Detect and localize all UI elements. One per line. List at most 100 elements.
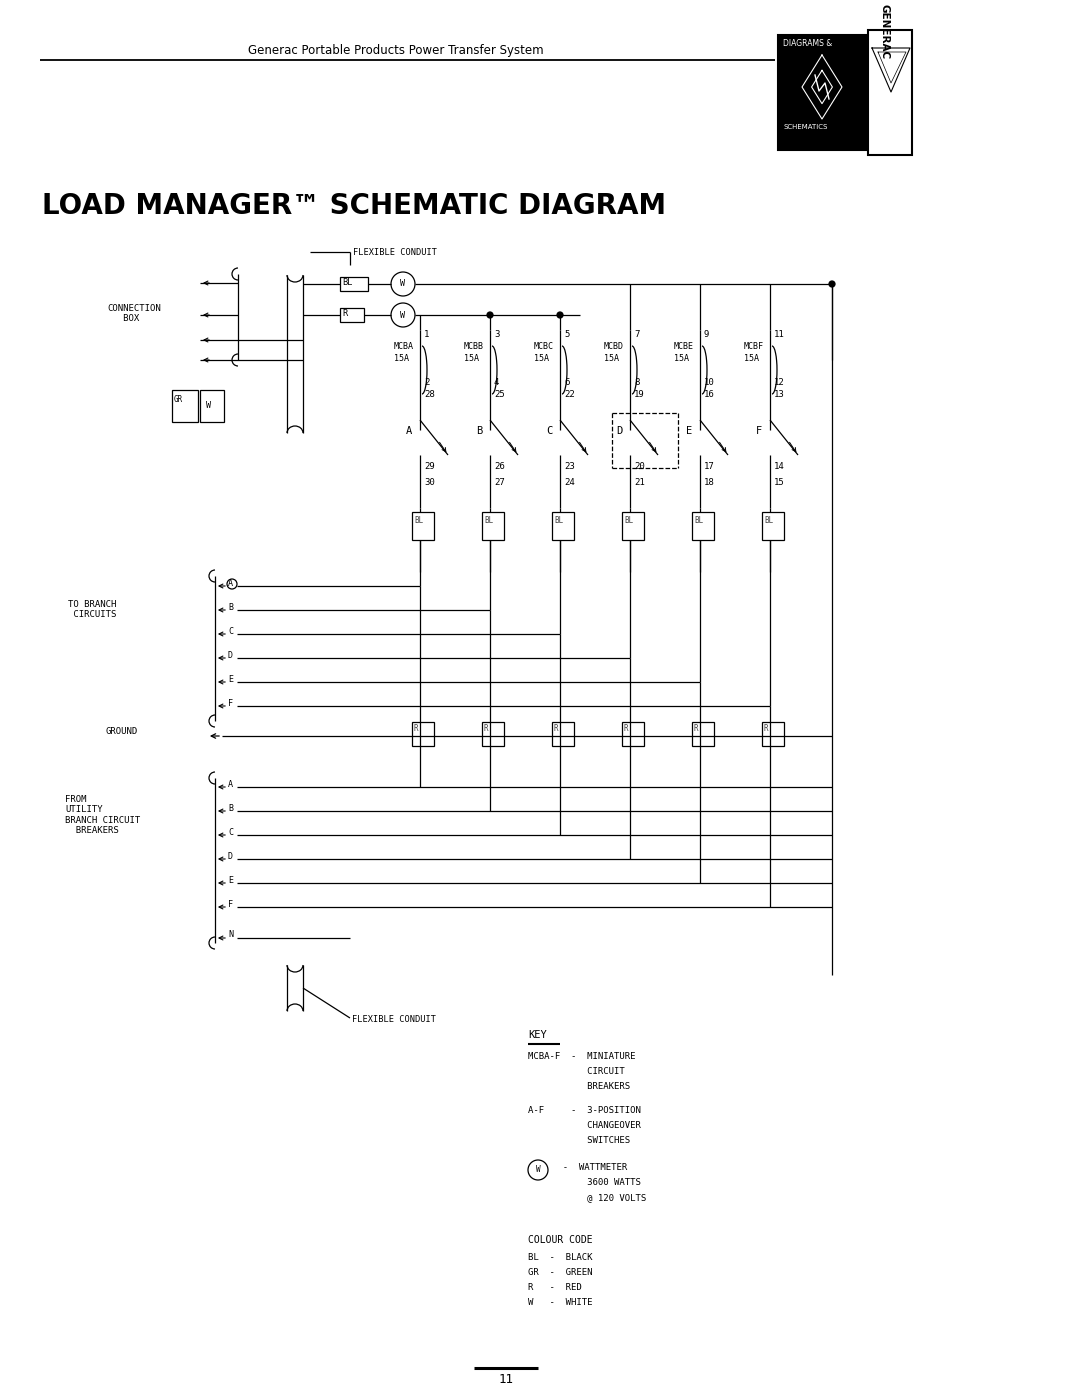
Text: 15A: 15A xyxy=(534,353,549,363)
Text: GR  -  GREEN: GR - GREEN xyxy=(528,1268,593,1277)
Text: 12: 12 xyxy=(774,379,785,387)
Circle shape xyxy=(557,312,563,319)
Text: 2: 2 xyxy=(424,379,430,387)
Text: 15A: 15A xyxy=(744,353,759,363)
Text: C: C xyxy=(228,627,233,636)
Text: GENERAC: GENERAC xyxy=(880,4,890,60)
Text: BL  -  BLACK: BL - BLACK xyxy=(528,1253,593,1261)
Text: 25: 25 xyxy=(494,390,504,400)
Text: MCBC: MCBC xyxy=(534,342,554,351)
Text: FLEXIBLE CONDUIT: FLEXIBLE CONDUIT xyxy=(353,249,437,257)
Text: R: R xyxy=(764,724,769,733)
Text: CHANGEOVER: CHANGEOVER xyxy=(528,1120,640,1130)
Text: FLEXIBLE CONDUIT: FLEXIBLE CONDUIT xyxy=(352,1016,436,1024)
Text: 13: 13 xyxy=(774,390,785,400)
Text: F: F xyxy=(756,426,762,436)
Text: F: F xyxy=(228,698,233,708)
Text: -  WATTMETER: - WATTMETER xyxy=(552,1162,627,1172)
Bar xyxy=(622,511,644,541)
Text: B: B xyxy=(228,805,233,813)
Text: D: D xyxy=(228,651,233,659)
Text: 1: 1 xyxy=(424,330,430,339)
Text: D: D xyxy=(616,426,622,436)
Bar xyxy=(411,511,434,541)
Text: W: W xyxy=(536,1165,540,1175)
Text: 20: 20 xyxy=(634,462,645,471)
Text: 14: 14 xyxy=(774,462,785,471)
Text: 6: 6 xyxy=(564,379,569,387)
Text: 8: 8 xyxy=(634,379,639,387)
Text: R: R xyxy=(624,724,629,733)
Text: DIAGRAMS &: DIAGRAMS & xyxy=(783,39,833,47)
Bar xyxy=(552,722,573,746)
Bar xyxy=(340,277,368,291)
Circle shape xyxy=(528,1160,548,1180)
Text: 11: 11 xyxy=(499,1373,513,1386)
Text: MCBA: MCBA xyxy=(394,342,414,351)
Text: 7: 7 xyxy=(634,330,639,339)
Text: 27: 27 xyxy=(494,478,504,488)
Text: MCBD: MCBD xyxy=(604,342,624,351)
Text: SCHEMATICS: SCHEMATICS xyxy=(783,124,827,130)
Text: KEY: KEY xyxy=(528,1030,546,1039)
Text: 29: 29 xyxy=(424,462,435,471)
Text: MCBE: MCBE xyxy=(674,342,694,351)
Text: B: B xyxy=(476,426,483,436)
Text: R: R xyxy=(342,309,348,319)
Text: 15A: 15A xyxy=(604,353,619,363)
Text: 5: 5 xyxy=(564,330,569,339)
Text: 3600 WATTS: 3600 WATTS xyxy=(528,1178,640,1187)
Text: E: E xyxy=(686,426,692,436)
Bar xyxy=(552,511,573,541)
Text: CIRCUIT: CIRCUIT xyxy=(528,1067,624,1076)
Text: R: R xyxy=(694,724,699,733)
Text: BL: BL xyxy=(554,515,564,525)
Text: 11: 11 xyxy=(774,330,785,339)
Text: BL: BL xyxy=(694,515,703,525)
Text: E: E xyxy=(228,876,233,886)
Text: W   -  WHITE: W - WHITE xyxy=(528,1298,593,1308)
Text: FROM
UTILITY
BRANCH CIRCUIT
  BREAKERS: FROM UTILITY BRANCH CIRCUIT BREAKERS xyxy=(65,795,140,835)
Text: 18: 18 xyxy=(704,478,715,488)
Text: 28: 28 xyxy=(424,390,435,400)
Bar xyxy=(868,29,912,155)
Text: Generac Portable Products Power Transfer System: Generac Portable Products Power Transfer… xyxy=(248,43,543,57)
Text: W: W xyxy=(206,401,211,411)
Bar xyxy=(172,390,198,422)
Bar xyxy=(778,35,866,149)
Text: BL: BL xyxy=(342,278,352,286)
Text: BREAKERS: BREAKERS xyxy=(528,1083,630,1091)
Text: COLOUR CODE: COLOUR CODE xyxy=(528,1235,593,1245)
Text: A: A xyxy=(228,578,233,588)
Text: E: E xyxy=(228,675,233,685)
Text: A-F     -  3-POSITION: A-F - 3-POSITION xyxy=(528,1106,640,1115)
Text: BL: BL xyxy=(764,515,773,525)
Text: 22: 22 xyxy=(564,390,575,400)
Text: 9: 9 xyxy=(704,330,710,339)
Circle shape xyxy=(829,281,835,286)
Text: C: C xyxy=(546,426,552,436)
Text: 4: 4 xyxy=(494,379,499,387)
Bar xyxy=(762,511,784,541)
Text: N: N xyxy=(228,930,233,939)
Bar xyxy=(482,722,504,746)
Text: MCBA-F  -  MINIATURE: MCBA-F - MINIATURE xyxy=(528,1052,635,1060)
Text: 15A: 15A xyxy=(464,353,480,363)
Text: R: R xyxy=(414,724,419,733)
Text: A: A xyxy=(406,426,413,436)
Circle shape xyxy=(487,312,492,319)
Text: CONNECTION
   BOX: CONNECTION BOX xyxy=(107,305,161,323)
Text: R: R xyxy=(554,724,558,733)
Circle shape xyxy=(227,578,237,590)
Text: 24: 24 xyxy=(564,478,575,488)
Text: 15A: 15A xyxy=(394,353,409,363)
Bar xyxy=(692,722,714,746)
Text: 16: 16 xyxy=(704,390,715,400)
Text: LOAD MANAGER™ SCHEMATIC DIAGRAM: LOAD MANAGER™ SCHEMATIC DIAGRAM xyxy=(42,191,666,219)
Text: BL: BL xyxy=(484,515,494,525)
Bar xyxy=(692,511,714,541)
Text: R: R xyxy=(484,724,488,733)
Text: B: B xyxy=(228,604,233,612)
Text: A: A xyxy=(228,780,233,789)
Text: BL: BL xyxy=(414,515,423,525)
